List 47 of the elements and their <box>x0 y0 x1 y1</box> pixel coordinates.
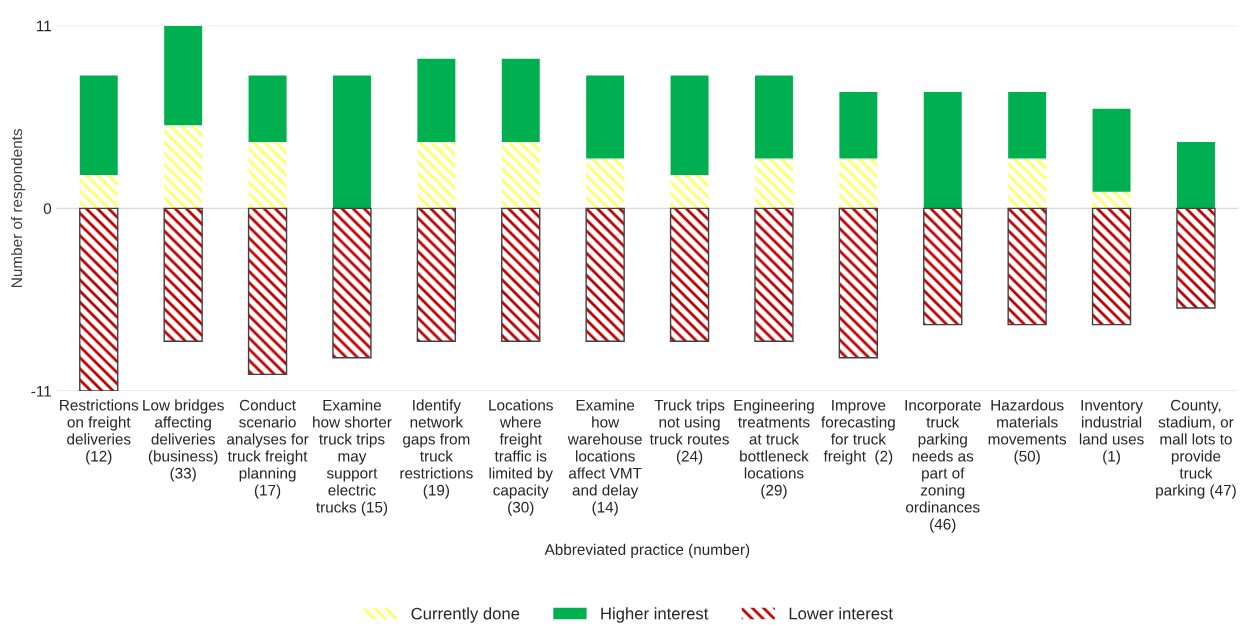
bar <box>248 75 287 142</box>
x-tick-label: Incorporate truck parking needs as part of zoning ordinances (46) <box>905 399 981 533</box>
bar <box>670 175 709 209</box>
bar <box>79 75 118 176</box>
x-tick-label: Locations where freight traffic is limited by capacity (30) <box>489 399 553 516</box>
bar <box>248 141 287 209</box>
x-tick-label: Engineering treatments at truck bottleneck locations (29) <box>734 399 814 499</box>
x-tick-label: Examine how warehouse locations affect VMT and delay (14) <box>567 399 642 516</box>
x-axis-title: Abbreviated practice (number) <box>544 543 750 559</box>
bar <box>923 92 962 209</box>
y-tick-label: 11 <box>37 20 51 32</box>
x-tick-label: Inventory industrial land uses (1) <box>1079 399 1144 465</box>
x-tick-label: County, stadium, or mall lots to provide truck parking (47) <box>1156 399 1236 499</box>
bar <box>164 125 203 209</box>
bar <box>164 25 203 126</box>
x-tick-label: Truck trips not using truck routes (24) <box>649 399 729 465</box>
bar <box>839 158 878 209</box>
bar <box>1092 191 1131 209</box>
bar <box>839 92 878 159</box>
bar <box>79 175 118 209</box>
y-axis-title: Number of respondents <box>10 129 26 287</box>
x-tick-label: Identify network gaps from truck restrictions (19) <box>400 399 473 499</box>
x-tick-label: Low bridges affecting deliveries (business) (33) <box>143 399 224 482</box>
bar <box>501 58 540 142</box>
y-tick-label: -11 <box>31 386 51 397</box>
bar <box>1008 92 1047 159</box>
bar <box>417 141 456 209</box>
bar <box>586 158 625 209</box>
bar <box>754 158 793 209</box>
legend-label: Lower interest <box>789 607 893 620</box>
bar <box>586 75 625 159</box>
bar <box>1176 141 1215 209</box>
x-tick-label: Hazardous materials movements (50) <box>988 399 1067 465</box>
bar <box>670 75 709 176</box>
x-tick-label: Improve forecasting for truck freight (2) <box>821 399 895 465</box>
y-tick-label: 0 <box>43 203 52 215</box>
bar <box>1008 158 1047 209</box>
bar <box>754 75 793 159</box>
bar <box>1092 108 1131 192</box>
x-tick-label: Conduct scenario analyses for truck freight planning (17) <box>227 399 309 499</box>
legend-label: Higher interest <box>601 607 709 623</box>
bar <box>332 75 371 209</box>
legend-label: Currently done <box>411 607 520 623</box>
x-tick-label: Examine how shorter truck trips may support electric trucks (15) <box>313 399 392 516</box>
bar <box>501 141 540 209</box>
bar <box>417 58 456 142</box>
x-tick-label: Restrictions on freight deliveries (12) <box>60 399 139 465</box>
